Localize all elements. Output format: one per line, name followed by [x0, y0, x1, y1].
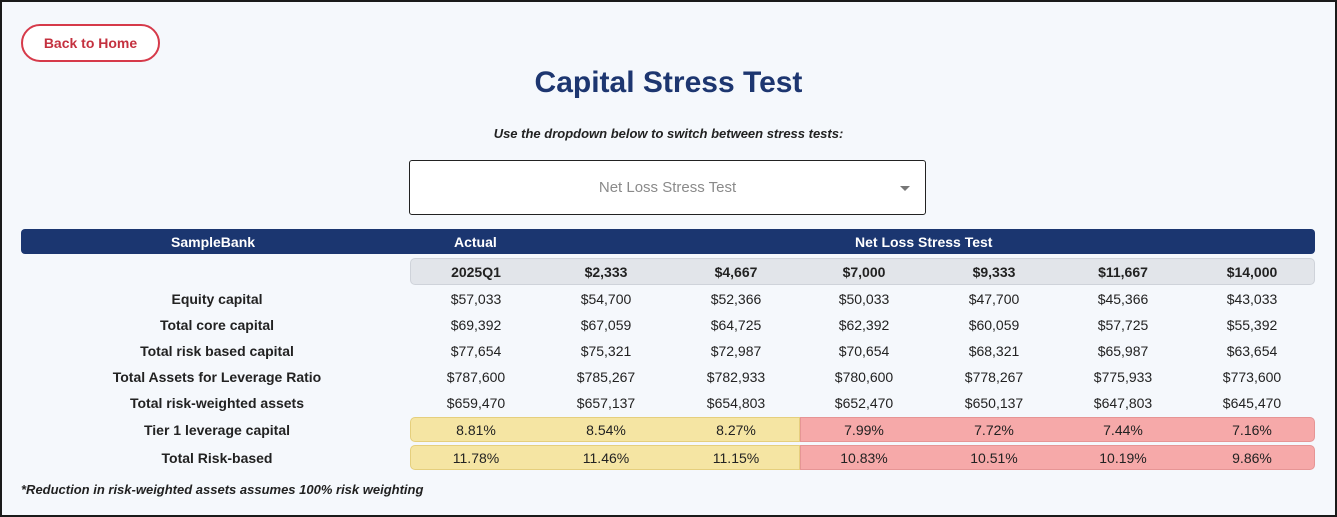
table-cell: $57,033 — [450, 291, 502, 307]
table-cell: $72,987 — [710, 343, 762, 359]
column-header: $11,667 — [1098, 264, 1148, 280]
table-cell: 10.19% — [1099, 450, 1147, 466]
table-cell: $773,600 — [1222, 369, 1282, 385]
table-cell: $657,137 — [576, 395, 636, 411]
table-cell: $55,392 — [1226, 317, 1278, 333]
table-cell: $654,803 — [706, 395, 766, 411]
stress-test-select-value: Net Loss Stress Test — [598, 179, 737, 196]
threshold-ok-highlight — [410, 445, 800, 470]
table-cell: $782,933 — [706, 369, 766, 385]
actual-header: Actual — [454, 234, 497, 250]
table-cell: $780,600 — [834, 369, 894, 385]
table-cell: $52,366 — [710, 291, 762, 307]
bank-header: SampleBank — [171, 234, 256, 250]
column-header: $7,000 — [842, 264, 886, 280]
table-header-band: SampleBank Actual Net Loss Stress Test — [21, 229, 1315, 254]
column-header: $14,000 — [1226, 264, 1278, 280]
table-cell: 11.46% — [582, 450, 630, 466]
column-header-band — [410, 258, 1315, 285]
row-label: Total Assets for Leverage Ratio — [112, 369, 322, 385]
table-cell: $77,654 — [450, 343, 502, 359]
stress-test-select[interactable]: Net Loss Stress Test — [409, 160, 926, 215]
table-cell: $45,366 — [1097, 291, 1149, 307]
threshold-breach-highlight — [800, 417, 1315, 442]
table-cell: 7.44% — [1103, 422, 1143, 438]
table-cell: 10.83% — [840, 450, 888, 466]
column-header: 2025Q1 — [451, 264, 501, 280]
table-cell: 11.78% — [452, 450, 500, 466]
row-label: Tier 1 leverage capital — [143, 422, 291, 438]
table-cell: $787,600 — [446, 369, 506, 385]
table-cell: $50,033 — [838, 291, 890, 307]
table-cell: $63,654 — [1226, 343, 1278, 359]
caret-down-icon — [900, 186, 910, 191]
table-cell: $68,321 — [968, 343, 1020, 359]
scenario-header: Net Loss Stress Test — [855, 234, 993, 250]
row-label: Total risk based capital — [140, 343, 294, 359]
table-cell: $60,059 — [968, 317, 1020, 333]
table-cell: 10.51% — [970, 450, 1018, 466]
table-cell: $64,725 — [710, 317, 762, 333]
table-cell: $54,700 — [580, 291, 632, 307]
table-cell: $785,267 — [576, 369, 636, 385]
table-cell: $65,987 — [1097, 343, 1149, 359]
column-header: $9,333 — [972, 264, 1016, 280]
dropdown-instruction: Use the dropdown below to switch between… — [493, 126, 844, 141]
table-cell: $47,700 — [968, 291, 1020, 307]
row-label: Total core capital — [159, 317, 275, 333]
table-cell: $70,654 — [838, 343, 890, 359]
page-title: Capital Stress Test — [534, 66, 803, 99]
table-cell: $645,470 — [1222, 395, 1282, 411]
threshold-ok-highlight — [410, 417, 800, 442]
table-cell: 8.27% — [716, 422, 756, 438]
table-cell: 7.99% — [844, 422, 884, 438]
row-label: Total risk-weighted assets — [129, 395, 304, 411]
threshold-breach-highlight — [800, 445, 1315, 470]
row-label: Equity capital — [171, 291, 263, 307]
table-cell: 9.86% — [1232, 450, 1272, 466]
table-cell: $43,033 — [1226, 291, 1278, 307]
column-header: $4,667 — [714, 264, 758, 280]
table-cell: $57,725 — [1097, 317, 1149, 333]
table-cell: $652,470 — [834, 395, 894, 411]
row-label: Total Risk-based — [161, 450, 273, 466]
table-cell: $775,933 — [1093, 369, 1153, 385]
back-to-home-button[interactable]: Back to Home — [21, 24, 160, 62]
table-cell: $647,803 — [1093, 395, 1153, 411]
column-header: $2,333 — [584, 264, 628, 280]
table-cell: 11.15% — [712, 450, 760, 466]
footnote: *Reduction in risk-weighted assets assum… — [21, 482, 424, 497]
table-cell: 7.16% — [1232, 422, 1272, 438]
table-cell: $75,321 — [580, 343, 632, 359]
table-cell: 8.81% — [456, 422, 496, 438]
table-cell: 7.72% — [974, 422, 1014, 438]
table-cell: $62,392 — [838, 317, 890, 333]
table-cell: $778,267 — [964, 369, 1024, 385]
table-cell: $69,392 — [450, 317, 502, 333]
table-cell: $659,470 — [446, 395, 506, 411]
table-cell: 8.54% — [586, 422, 626, 438]
table-cell: $67,059 — [580, 317, 632, 333]
table-cell: $650,137 — [964, 395, 1024, 411]
